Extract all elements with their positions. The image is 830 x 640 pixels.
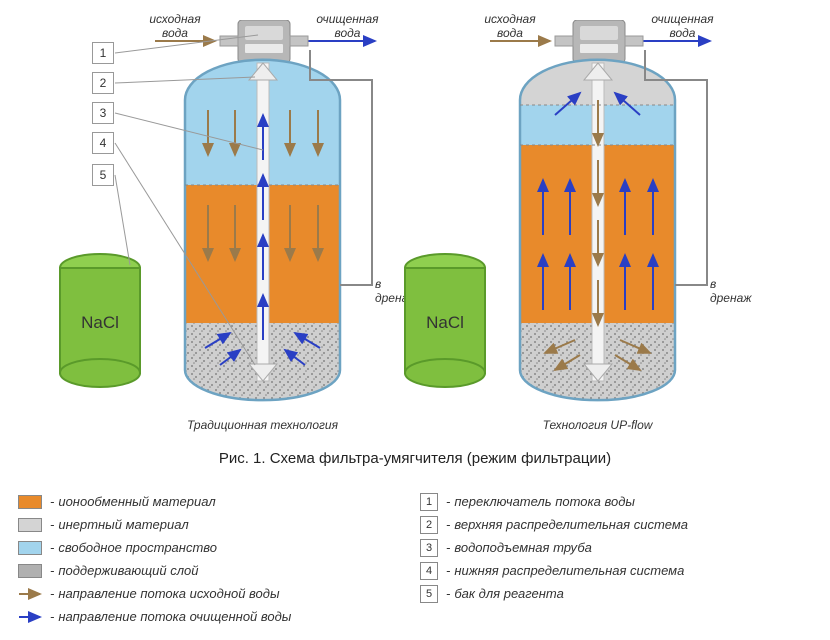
legend-row: -ионообменный материал: [18, 490, 410, 513]
callout-2: 2: [92, 72, 114, 94]
legend: -ионообменный материал-инертный материал…: [18, 490, 812, 628]
legend-text: направление потока очищенной воды: [58, 609, 291, 624]
legend-row: 2-верхняя распределительная система: [420, 513, 812, 536]
legend-row: -направление потока исходной воды: [18, 582, 410, 605]
legend-row: 4-нижняя распределительная система: [420, 559, 812, 582]
legend-col-left: -ионообменный материал-инертный материал…: [18, 490, 410, 628]
legend-text: ионообменный материал: [58, 494, 215, 509]
legend-text: бак для реагента: [454, 586, 563, 601]
drain-label-right: в дренаж: [710, 277, 752, 305]
legend-swatch: [18, 495, 42, 509]
legend-text: свободное пространство: [58, 540, 217, 555]
legend-swatch: [18, 541, 42, 555]
legend-text: нижняя распределительная система: [454, 563, 684, 578]
legend-row: -свободное пространство: [18, 536, 410, 559]
legend-col-right: 1-переключатель потока воды2-верхняя рас…: [420, 490, 812, 628]
tank-caption-right: Технология UP-flow: [485, 418, 710, 432]
legend-text: верхняя распределительная система: [454, 517, 688, 532]
legend-swatch: [18, 518, 42, 532]
legend-row: -инертный материал: [18, 513, 410, 536]
legend-numbox: 1: [420, 493, 438, 511]
tank-right-svg: [485, 20, 745, 415]
legend-text: инертный материал: [58, 517, 188, 532]
legend-numbox: 4: [420, 562, 438, 580]
legend-swatch: [18, 564, 42, 578]
callout-5: 5: [92, 164, 114, 186]
figure-caption: Рис. 1. Схема фильтра-умягчителя (режим …: [0, 450, 830, 467]
legend-row: 3-водоподъемная труба: [420, 536, 812, 559]
diagram-stage: исходнаявода очищеннаявода: [0, 0, 830, 640]
callout-1: 1: [92, 42, 114, 64]
tank-caption-left: Традиционная технология: [150, 418, 375, 432]
legend-text: поддерживающий слой: [58, 563, 198, 578]
legend-row: -направление потока очищенной воды: [18, 605, 410, 628]
legend-numbox: 3: [420, 539, 438, 557]
legend-text: направление потока исходной воды: [58, 586, 279, 601]
legend-numbox: 2: [420, 516, 438, 534]
callout-lines: [0, 0, 440, 420]
legend-row: 1-переключатель потока воды: [420, 490, 812, 513]
legend-text: водоподъемная труба: [454, 540, 592, 555]
legend-row: -поддерживающий слой: [18, 559, 410, 582]
legend-row: 5-бак для реагента: [420, 582, 812, 605]
callout-4: 4: [92, 132, 114, 154]
legend-numbox: 5: [420, 585, 438, 603]
legend-text: переключатель потока воды: [454, 494, 635, 509]
callout-3: 3: [92, 102, 114, 124]
